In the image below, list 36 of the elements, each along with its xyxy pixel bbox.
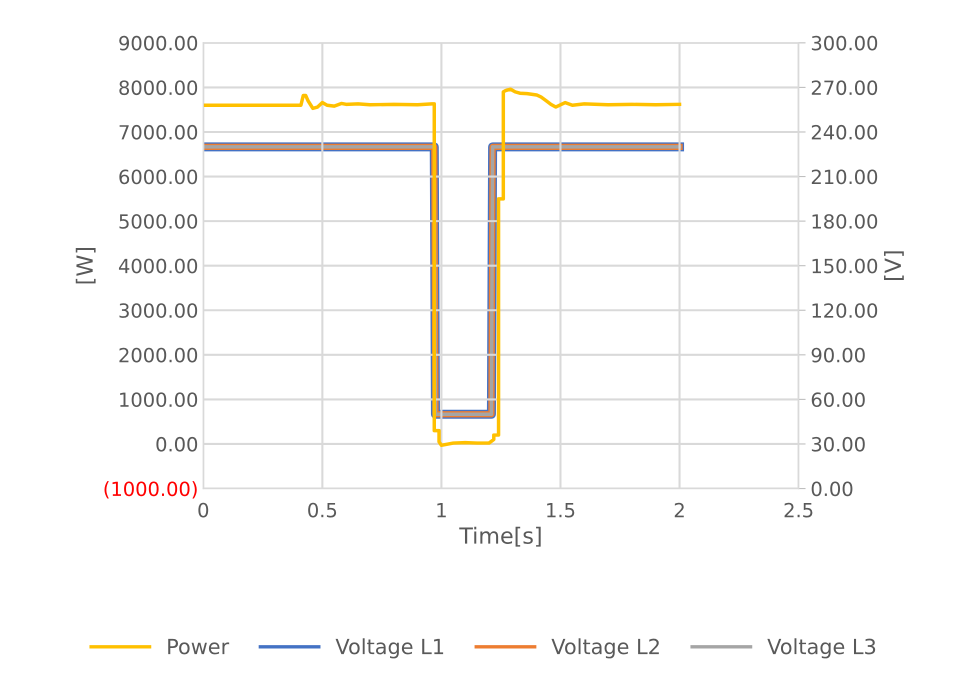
y2-tick-label: 90.00 — [812, 348, 865, 362]
y-tick-label: 9000.00 — [119, 36, 198, 51]
y2-tick-label: 30.00 — [812, 436, 865, 452]
y-tick-label: 2000.00 — [119, 348, 198, 362]
legend-label: Voltage L1 — [336, 638, 444, 658]
y-tick-label: 5000.00 — [120, 214, 198, 229]
y-tick-label: 6000.00 — [119, 170, 198, 184]
y2-tick-label: 240.00 — [812, 124, 878, 140]
y2-tick-label: 180.00 — [812, 214, 878, 229]
y-tick-label: 0.00 — [156, 436, 198, 452]
x-axis-title: Time[s] — [459, 526, 541, 547]
legend-label: Voltage L2 — [551, 638, 659, 658]
y2-tick-label: 120.00 — [812, 303, 878, 318]
y-axis-title: [W] — [76, 248, 96, 284]
line-series — [203, 87, 682, 448]
legend-label: Power — [168, 638, 230, 654]
x-tick-label: 0 — [198, 502, 208, 518]
y2-tick-label: 0.00 — [812, 481, 852, 496]
y-tick-label: 1000.00 — [120, 392, 198, 408]
y-tick-label: 8000.00 — [119, 80, 198, 96]
x-tick-label: 1.5 — [547, 503, 574, 518]
y2-tick-label: 150.00 — [812, 258, 878, 274]
x-tick-label: 2.5 — [784, 502, 812, 518]
x-tick-label: 0.5 — [308, 502, 336, 518]
x-tick-label: 2 — [674, 502, 684, 518]
y-tick-label: 4000.00 — [118, 258, 198, 274]
y-tick-label: 3000.00 — [119, 303, 198, 318]
y2-tick-label: 210.00 — [812, 170, 878, 184]
y-tick-label: (1000.00) — [104, 481, 197, 498]
y2-tick-label: 60.00 — [812, 392, 865, 408]
y2-tick-label: 300.00 — [812, 36, 878, 51]
y2-axis-title: [V] — [884, 251, 904, 280]
y2-tick-label: 270.00 — [812, 80, 878, 96]
x-tick-label: 1 — [437, 503, 446, 518]
legend-label: Voltage L3 — [767, 638, 876, 658]
y-tick-label: 7000.00 — [120, 124, 198, 140]
